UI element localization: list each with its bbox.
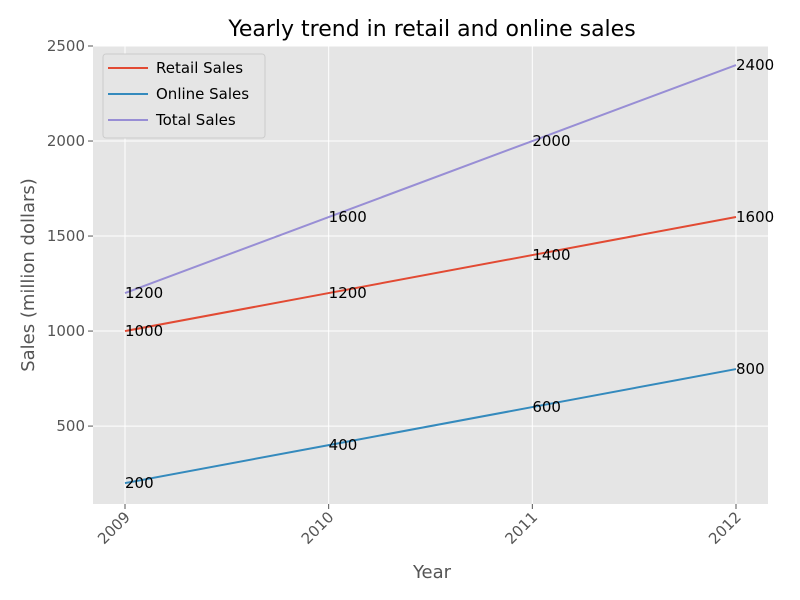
data-label: 2000 xyxy=(532,132,570,150)
series-line xyxy=(124,64,737,294)
y-tick-labels: 500 1000 1500 2000 2500 xyxy=(47,37,93,435)
y-axis-label: Sales (million dollars) xyxy=(18,178,39,372)
data-label: 1600 xyxy=(736,208,774,226)
series-line xyxy=(124,368,737,485)
y-tick-label: 1000 xyxy=(47,322,85,340)
x-axis-label: Year xyxy=(412,562,452,583)
data-label: 2400 xyxy=(736,56,774,74)
legend-entry: Online Sales xyxy=(156,85,249,103)
legend-entry: Retail Sales xyxy=(156,59,243,77)
series-line xyxy=(124,216,737,333)
data-label: 1000 xyxy=(125,322,163,340)
data-label: 1400 xyxy=(532,246,570,264)
y-tick-label: 2500 xyxy=(47,37,85,55)
series-lines xyxy=(124,64,737,485)
data-label: 600 xyxy=(532,398,561,416)
y-tick-label: 2000 xyxy=(47,132,85,150)
chart-title: Yearly trend in retail and online sales xyxy=(227,17,635,42)
data-label: 400 xyxy=(329,436,358,454)
y-tick-label: 1500 xyxy=(47,227,85,245)
legend: Retail Sales Online Sales Total Sales xyxy=(102,53,266,139)
y-tick-label: 500 xyxy=(56,417,85,435)
legend-entry: Total Sales xyxy=(155,111,236,129)
data-label: 1200 xyxy=(125,284,163,302)
data-label: 200 xyxy=(125,474,154,492)
data-label: 1200 xyxy=(329,284,367,302)
data-label: 1600 xyxy=(329,208,367,226)
data-labels: 1000 1200 1400 1600 200 400 600 800 1200 1600 2000… xyxy=(125,56,774,492)
legend-box xyxy=(102,53,266,139)
data-label: 800 xyxy=(736,360,765,378)
